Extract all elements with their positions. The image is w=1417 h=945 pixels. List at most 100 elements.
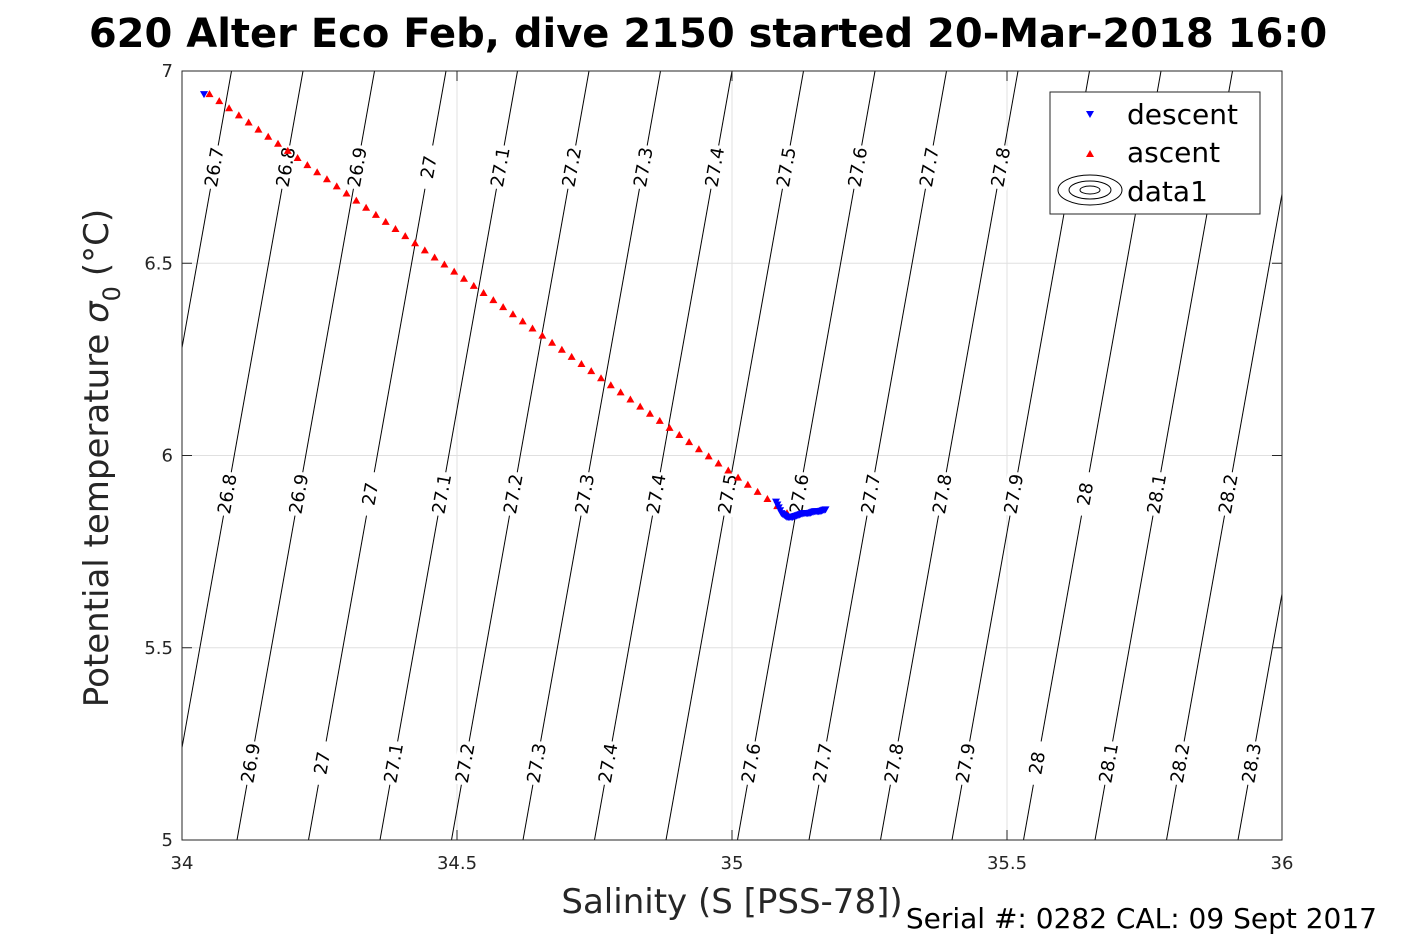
isopycnal-label-bg: [428, 470, 456, 518]
serial-cal-footer: Serial #: 0282 CAL: 09 Sept 2017: [906, 902, 1377, 935]
isopycnal-line: [1166, 191, 1282, 840]
ascent-point: [440, 260, 449, 268]
isopycnal-line: [880, 71, 1019, 840]
isopycnal-label-bg: [451, 739, 479, 787]
ascent-point: [508, 310, 517, 318]
isopycnal-label-bg: [987, 143, 1015, 191]
y-axis-label-unit: (°C): [77, 209, 117, 276]
legend-ascent-marker: [1086, 150, 1094, 157]
isopycnal-label-bg: [915, 143, 944, 191]
ascent-point: [734, 473, 743, 481]
isopycnal-label-bg: [571, 470, 599, 518]
isopycnal-label-bg: [928, 470, 957, 518]
ascent-point: [381, 217, 390, 225]
x-tick-label: 34: [171, 853, 194, 874]
isopycnal-label-bg: [523, 739, 551, 787]
ascent-point: [714, 459, 723, 467]
isopycnal-line: [182, 71, 232, 351]
y-tick-label: 5: [162, 830, 173, 851]
y-tick-label: 5.5: [144, 638, 173, 659]
legend-contour-icon: [1057, 174, 1123, 206]
ascent-point: [244, 118, 253, 126]
isopycnal-label-bg: [343, 143, 372, 191]
ascent-point: [528, 324, 537, 332]
isopycnal-label-bg: [642, 470, 671, 518]
isopycnal-label-bg: [785, 470, 814, 518]
isopycnal-line: [808, 71, 947, 840]
isopycnal-label-bg: [272, 143, 300, 191]
ascent-point: [293, 154, 302, 162]
ascent-point: [704, 452, 713, 460]
isopycnal-label-bg: [1071, 470, 1100, 518]
ascent-point: [332, 182, 341, 190]
isopycnal-label-bg: [809, 739, 837, 787]
isopycnal-label-bg: [1000, 470, 1028, 518]
ascent-point: [694, 445, 703, 453]
isopycnal-label-bg: [486, 143, 515, 191]
ascent-point: [283, 146, 292, 154]
isopycnal-label-text: 27: [359, 481, 384, 507]
legend-ascent-label: ascent: [1127, 136, 1220, 169]
isopycnal-label-text: 27: [417, 154, 442, 180]
isopycnal-line: [1237, 591, 1282, 840]
ascent-point: [362, 203, 371, 211]
isopycnal-line: [1310, 71, 1417, 840]
isopycnal-line: [182, 71, 304, 751]
ascent-point: [450, 267, 459, 275]
legend-contour-label: data1: [1127, 175, 1208, 208]
ascent-point: [655, 416, 664, 424]
ascent-point: [264, 132, 273, 140]
isopycnal-label-bg: [701, 143, 729, 191]
y-axis-ticks: 5 5.5 6 6.5 7: [144, 61, 1282, 851]
y-axis-label: Potential temperature σ0 (°C): [77, 209, 126, 707]
isopycnal-line: [594, 71, 733, 840]
ascent-point: [616, 388, 625, 396]
ascent-point: [499, 303, 508, 311]
isopycnal-label: 27: [308, 739, 336, 787]
ascent-point: [352, 196, 361, 204]
ascent-point: [234, 111, 243, 119]
y-axis-label-sigma: σ: [77, 300, 117, 323]
isopycnal-label: 27.2: [499, 470, 528, 518]
isopycnal-label: 28: [1071, 470, 1100, 518]
isopycnal-label-bg: [772, 143, 801, 191]
isopycnal-label-bg: [1166, 739, 1194, 787]
ascent-point: [401, 232, 410, 240]
isopycnal-label-bg: [380, 739, 408, 787]
isopycnal-label-bg: [844, 143, 872, 191]
isopycnal-label-bg: [558, 143, 586, 191]
isopycnal-label-bg: [737, 739, 765, 787]
isopycnal-label-bg: [880, 739, 908, 787]
isopycnal-line: [236, 71, 375, 840]
ascent-point: [645, 409, 654, 417]
legend-descent-marker: [1086, 111, 1094, 118]
ascent-point: [391, 225, 400, 233]
ascent-point: [548, 338, 557, 346]
ascent-point: [313, 168, 322, 176]
ascent-point: [430, 253, 439, 261]
ascent-point: [587, 367, 596, 375]
isopycnal-label-text: 28: [1074, 481, 1099, 507]
ascent-point: [636, 402, 645, 410]
isopycnal-label-bg: [200, 143, 229, 191]
ascent-point: [303, 161, 312, 169]
ascent-point: [597, 374, 606, 382]
ascent-point: [675, 431, 684, 439]
isopycnal-label-bg: [714, 470, 742, 518]
chart-title: 620 Alter Eco Feb, dive 2150 started 20-…: [89, 11, 1327, 57]
ascent-point: [205, 90, 214, 98]
isopycnal-label-bg: [952, 739, 980, 787]
x-axis-ticks: 34 34.5 35 35.5 36: [171, 71, 1293, 874]
ascent-point: [322, 175, 331, 183]
isopycnal-label-bg: [213, 470, 242, 518]
isopycnal-label-bg: [629, 143, 658, 191]
isopycnal-label-bg: [1143, 470, 1171, 518]
descent-point: [200, 91, 208, 99]
isopycnal-label-text: 27: [310, 750, 335, 776]
ascent-point: [479, 288, 488, 296]
isopycnal-label-bg: [415, 143, 443, 191]
isopycnal-label-bg: [1238, 739, 1266, 787]
ascent-point: [724, 466, 733, 474]
ascent-series: [205, 90, 791, 517]
